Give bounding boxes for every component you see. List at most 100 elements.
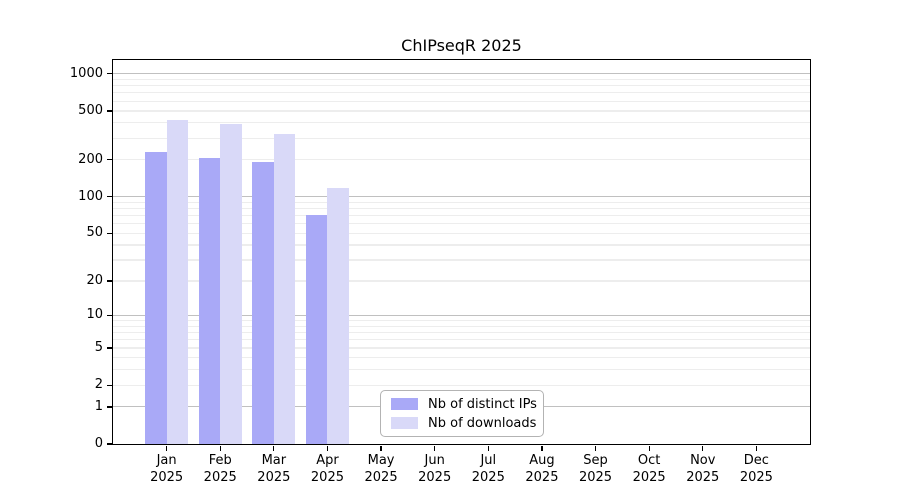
x-tick-mark — [702, 445, 704, 451]
gridline-major — [113, 196, 810, 198]
x-tick-month: Mar — [261, 453, 287, 468]
gridline-minor — [113, 100, 810, 102]
x-tick-mark — [755, 445, 758, 451]
y-tick-mark — [106, 443, 112, 445]
legend-label-distinct-ips: Nb of distinct IPs — [428, 396, 537, 412]
y-tick-label: 0 — [94, 436, 103, 451]
bar-distinct-ips-apr — [305, 214, 328, 444]
x-tick-month: Oct — [637, 453, 661, 468]
y-tick-mark — [106, 232, 112, 234]
x-tick-month: Jan — [156, 453, 177, 468]
x-tick-month: Nov — [690, 453, 716, 468]
gridline-major — [113, 73, 810, 75]
gridline-minor — [113, 92, 810, 94]
gridline-minor — [113, 110, 810, 112]
x-tick-mark — [326, 445, 329, 451]
y-tick-mark — [106, 384, 112, 386]
x-tick-mark — [434, 445, 436, 451]
bar-downloads-mar — [273, 133, 296, 444]
x-tick-year: 2025 — [418, 470, 452, 485]
x-tick-year: 2025 — [632, 470, 666, 485]
gridline-minor — [113, 78, 810, 81]
gridline-minor — [113, 369, 810, 371]
x-tick-mark — [380, 445, 382, 451]
y-tick-label: 5 — [94, 339, 103, 355]
x-tick-label: Mar 2025 — [234, 452, 314, 486]
x-tick-year: 2025 — [686, 470, 720, 485]
x-tick-label: Feb 2025 — [180, 452, 260, 486]
x-tick-year: 2025 — [525, 470, 559, 485]
x-tick-label: Oct 2025 — [609, 452, 689, 486]
x-tick-month: Jul — [480, 453, 497, 468]
x-tick-month: Sep — [583, 453, 608, 468]
x-tick-label: Sep 2025 — [556, 452, 636, 486]
gridline-minor — [113, 223, 810, 225]
y-tick-mark — [106, 314, 112, 317]
x-tick-month: Feb — [208, 453, 232, 468]
bar-distinct-ips-feb — [198, 158, 221, 444]
gridline-minor — [113, 85, 810, 87]
gridline-minor — [113, 325, 810, 327]
x-tick-label: Nov 2025 — [663, 452, 743, 486]
gridline-minor — [113, 320, 810, 322]
x-tick-year: 2025 — [471, 470, 505, 485]
x-tick-year: 2025 — [310, 470, 344, 485]
gridline-minor — [113, 280, 810, 282]
legend-item-distinct-ips: Nb of distinct IPs — [391, 397, 537, 412]
bar-downloads-jan — [166, 120, 189, 444]
y-tick-mark — [106, 406, 112, 408]
gridline-minor — [113, 232, 810, 234]
x-tick-month: May — [367, 453, 395, 468]
x-tick-year: 2025 — [739, 470, 773, 485]
x-tick-mark — [219, 445, 221, 451]
gridline-minor — [113, 215, 810, 217]
gridline-minor — [113, 244, 810, 246]
y-tick-label: 200 — [78, 151, 103, 167]
gridline-minor — [113, 201, 810, 203]
gridline-minor — [113, 159, 810, 161]
y-tick-label: 50 — [86, 225, 103, 241]
gridline-minor — [113, 347, 810, 349]
x-tick-year: 2025 — [578, 470, 613, 485]
bar-downloads-apr — [327, 187, 349, 444]
x-tick-label: Jun 2025 — [395, 452, 475, 486]
gridline-minor — [113, 384, 810, 386]
x-tick-mark — [648, 445, 650, 451]
legend-label-downloads: Nb of downloads — [428, 415, 537, 431]
bar-downloads-feb — [220, 124, 242, 444]
chart-title: ChIPseqR 2025 — [401, 36, 522, 55]
y-tick-label: 1 — [94, 398, 103, 414]
x-tick-mark — [594, 445, 597, 451]
legend-swatch-distinct-ips — [391, 398, 418, 410]
x-tick-month: Aug — [529, 453, 555, 468]
bar-distinct-ips-mar — [252, 161, 274, 444]
x-tick-label: May 2025 — [341, 452, 421, 486]
legend-item-downloads: Nb of downloads — [391, 415, 537, 431]
x-tick-label: Jul 2025 — [448, 452, 528, 486]
gridline-minor — [113, 357, 810, 359]
gridline-major — [113, 314, 810, 317]
y-tick-mark — [106, 110, 112, 112]
gridline-minor — [113, 332, 810, 334]
x-tick-mark — [273, 445, 275, 451]
x-tick-label: Dec 2025 — [716, 452, 796, 486]
x-tick-month: Jun — [424, 453, 445, 468]
y-tick-label: 20 — [86, 272, 103, 288]
x-tick-label: Jan 2025 — [127, 452, 207, 486]
gridline-minor — [113, 259, 810, 261]
y-tick-label: 100 — [78, 188, 103, 204]
gridline-minor — [113, 207, 810, 210]
y-tick-label: 10 — [86, 307, 103, 323]
legend: Nb of distinct IPs Nb of downloads — [380, 390, 544, 437]
x-tick-year: 2025 — [364, 470, 398, 485]
y-tick-mark — [106, 280, 112, 282]
y-tick-mark — [106, 347, 112, 349]
bar-distinct-ips-jan — [145, 152, 167, 444]
x-tick-label: Aug 2025 — [502, 452, 582, 486]
x-tick-year: 2025 — [150, 470, 184, 485]
y-tick-label: 500 — [78, 102, 103, 118]
y-tick-mark — [106, 73, 112, 75]
x-tick-year: 2025 — [203, 470, 237, 485]
x-tick-mark — [487, 445, 489, 451]
